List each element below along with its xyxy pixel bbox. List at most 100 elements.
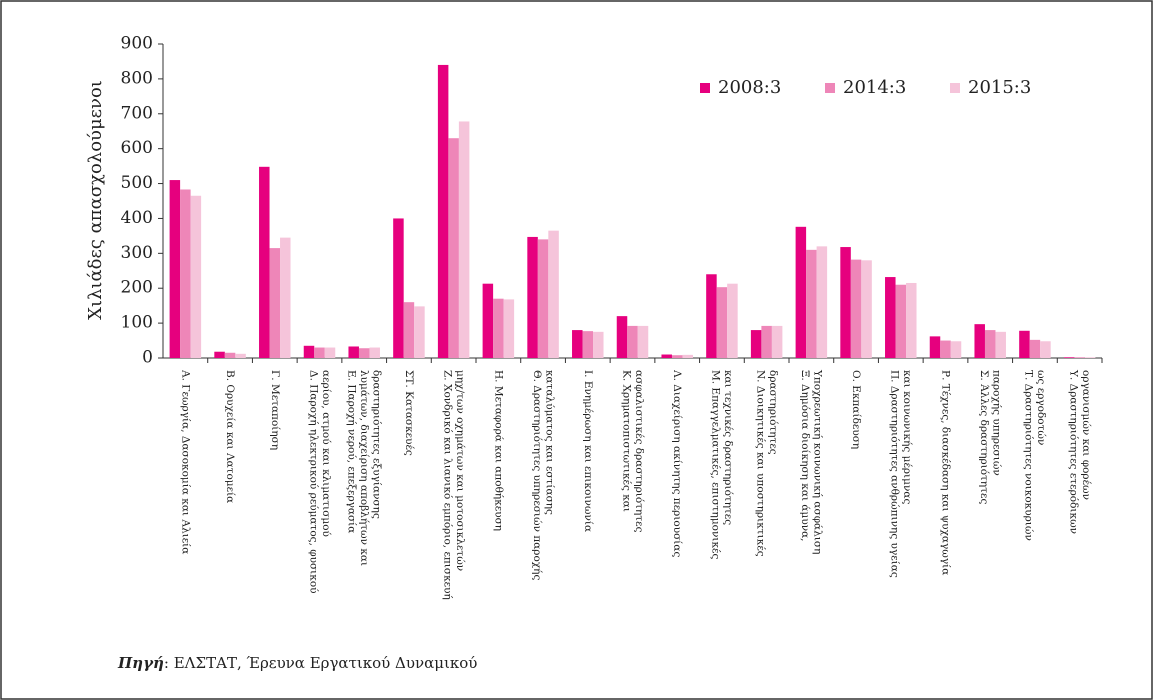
bar	[1074, 357, 1085, 358]
bar	[314, 347, 325, 358]
y-tick-label: 400	[121, 208, 153, 228]
y-axis-label: Χιλιάδες απασχολούμενοι	[85, 80, 106, 320]
legend-label: 2014:3	[843, 77, 906, 98]
x-tick-label: Ξ. Δημόσια διοίκηση και άμυνα,	[799, 370, 812, 542]
bar	[214, 351, 225, 358]
bar	[280, 237, 291, 358]
bar	[795, 226, 807, 358]
x-tick-label: καταλύματος και εστίασης	[543, 370, 556, 515]
bar	[1019, 330, 1030, 358]
y-tick-label: 500	[121, 173, 153, 193]
x-tick-label: ΣΤ. Κατασκευές	[403, 370, 415, 456]
source-label: Πηγή	[117, 654, 164, 672]
x-tick-label: ως εργοδοτών	[1035, 370, 1047, 445]
y-tick-label: 700	[121, 103, 153, 123]
bar	[995, 331, 1006, 358]
bar	[1063, 357, 1075, 358]
bar	[1040, 341, 1051, 358]
bar	[403, 302, 415, 358]
x-tick-label: λυμάτων, διαχείριση αποβλήτων και	[358, 370, 371, 566]
x-tick-label: δραστηριότητες εξυγίανσης	[371, 370, 384, 519]
x-tick-label: Μ. Επαγγελματικές, επιστημονικές	[710, 370, 722, 559]
x-tick-label: Η. Μεταφορά και αποθήκευση	[492, 370, 505, 531]
bar	[627, 325, 638, 358]
source: Πηγή: ΕΛΣΤΑΤ, Έρευνα Εργατικού Δυναμικού	[117, 654, 477, 672]
bar	[840, 247, 851, 358]
y-tick-label: 300	[121, 243, 153, 263]
legend-swatch	[950, 83, 960, 93]
x-tick-label: Π. Δραστηριότητες ανθρώπινης υγείας	[889, 370, 902, 578]
y-tick-label: 200	[121, 278, 153, 298]
x-tick-label: και τεχνικές δραστηριότητες	[722, 370, 734, 525]
bar	[974, 324, 985, 358]
bar	[895, 284, 907, 358]
bar	[503, 299, 515, 358]
x-tick-label: Ε. Παροχή νερού, επεξεργασία	[346, 370, 359, 533]
bar	[224, 352, 236, 358]
x-tick-label: Λ. Διαχείριση ακίνητης περιουσίας	[671, 369, 684, 558]
y-tick-label: 100	[121, 313, 153, 333]
bar	[269, 248, 281, 358]
bar	[761, 325, 772, 358]
x-tick-label: δραστηριότητες	[767, 370, 779, 455]
x-tick-label: Ο. Εκπαίδευση	[850, 370, 863, 449]
source-text: : ΕΛΣΤΑΤ, Έρευνα Εργατικού Δυναμικού	[164, 654, 478, 672]
bar	[885, 277, 896, 358]
bar	[671, 355, 683, 358]
bar	[984, 330, 996, 358]
bar	[537, 239, 549, 358]
bar	[235, 353, 246, 358]
bar	[950, 341, 962, 358]
bar	[493, 298, 504, 358]
bar	[716, 287, 728, 358]
x-tick-label: Ρ. Τέχνες, διασκέδαση και ψυχαγωγία	[940, 370, 953, 575]
x-tick-label: μηχ/των οχημάτων και μοτοσικλετών	[454, 370, 466, 571]
bar	[906, 282, 917, 358]
bar	[861, 260, 872, 358]
bar	[437, 64, 449, 358]
x-tick-label: Γ. Μεταποίηση	[269, 370, 282, 450]
bar	[929, 336, 941, 358]
bar	[458, 121, 470, 358]
x-tick-label: Β. Ορυχεία και Λατομεία	[224, 370, 237, 503]
bar	[169, 180, 181, 358]
x-tick-label: Υποχρεωτική κοινωνική ασφάλιση	[812, 369, 825, 554]
bar	[593, 331, 604, 358]
x-tick-label: Ν. Διοικητικές και υποστηρικτικές	[754, 370, 766, 557]
x-tick-label: Δ. Παροχή ηλεκτρικού ρεύματος, φυσικού	[307, 370, 320, 594]
bar	[324, 347, 336, 358]
bar	[661, 354, 672, 358]
legend-label: 2008:3	[718, 77, 781, 98]
bar	[1084, 357, 1096, 358]
bar	[750, 330, 762, 358]
bar	[303, 345, 315, 358]
y-tick-label: 800	[121, 68, 153, 88]
bar	[706, 274, 717, 358]
x-tick-label: παροχής υπηρεσιών	[990, 370, 1003, 476]
x-tick-label: Α. Γεωργία, Δασοκομία και Αλιεία	[179, 369, 192, 554]
bar	[616, 316, 628, 358]
x-tick-label: οργανισμών και φορέων	[1080, 370, 1092, 500]
bar	[548, 230, 559, 358]
bar	[850, 259, 862, 358]
x-tick-label: Ι. Ενημέρωση και επικοινωνία	[582, 370, 595, 532]
x-tick-label: και κοινωνικής μέριμνας	[901, 370, 914, 504]
x-tick-label: ασφαλιστικές δραστηριότητες	[633, 370, 645, 533]
bar	[816, 246, 828, 358]
bar	[369, 347, 380, 358]
bar	[482, 283, 494, 358]
y-tick-label: 600	[121, 138, 153, 158]
bar	[358, 348, 370, 358]
bar	[940, 340, 951, 358]
bar	[393, 218, 404, 358]
bar	[727, 283, 738, 358]
bar	[527, 236, 538, 358]
legend-swatch	[700, 83, 710, 93]
y-tick-label: 900	[121, 34, 153, 54]
bar	[348, 346, 359, 358]
x-tick-label: Τ. Δραστηριότητες νοικοκυριών	[1023, 370, 1035, 541]
bar	[180, 189, 191, 358]
bar	[806, 249, 817, 358]
x-tick-label: Ζ. Χονδρικό και λιανικό εμπόριο, επισκευ…	[441, 370, 454, 600]
